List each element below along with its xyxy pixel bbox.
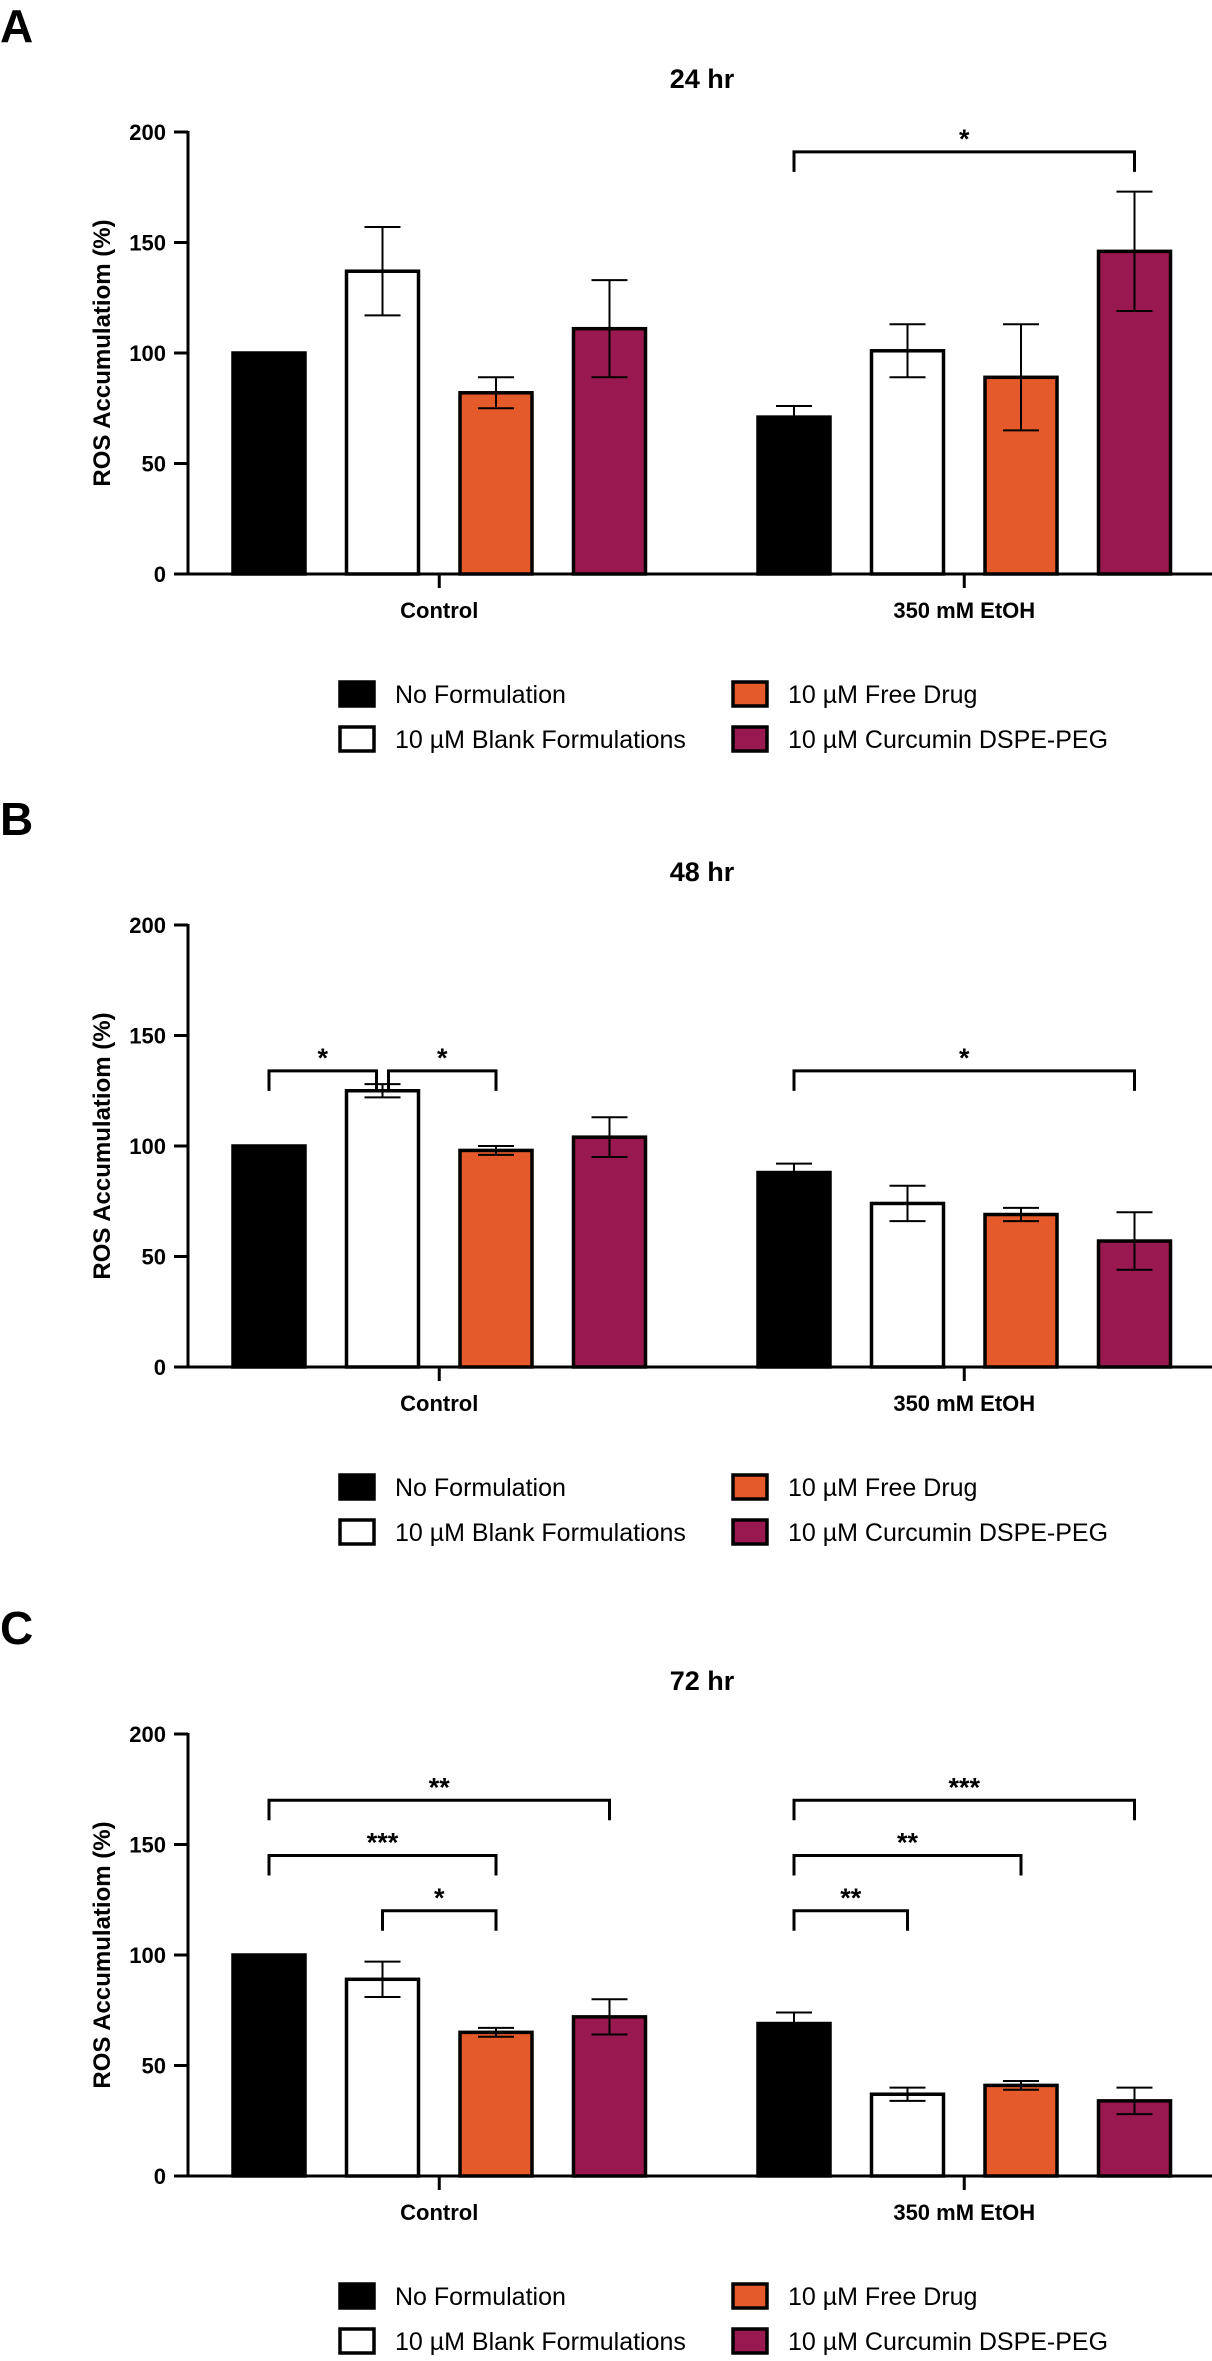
y-tick-label: 50 bbox=[142, 1245, 166, 1270]
significance-label: *** bbox=[367, 1828, 399, 1858]
bar bbox=[344, 1089, 421, 1369]
y-axis-title: ROS Accumulatiom (%) bbox=[89, 1821, 116, 2088]
y-tick-label: 0 bbox=[154, 2164, 166, 2189]
bar bbox=[458, 1148, 534, 1369]
significance-label: * bbox=[437, 1043, 448, 1073]
significance-label: * bbox=[434, 1883, 445, 1913]
y-tick-label: 200 bbox=[129, 120, 166, 145]
significance-label: * bbox=[317, 1043, 328, 1073]
y-tick-label: 100 bbox=[129, 341, 166, 366]
legend-label: No Formulation bbox=[395, 681, 566, 709]
y-tick-label: 0 bbox=[154, 1355, 166, 1380]
significance-label: ** bbox=[840, 1883, 862, 1913]
y-tick-label: 50 bbox=[142, 452, 166, 477]
significance-bracket bbox=[387, 1069, 498, 1091]
bar bbox=[231, 1953, 307, 2178]
category-label: 350 mM EtOH bbox=[893, 1391, 1035, 1416]
significance-bracket bbox=[381, 1909, 498, 1931]
y-axis-title: ROS Accumulatiom (%) bbox=[89, 1012, 116, 1279]
legend-swatch bbox=[338, 2282, 376, 2310]
legend-label: 10 µM Free Drug bbox=[788, 1474, 977, 1502]
bar bbox=[869, 349, 946, 576]
legend-swatch bbox=[731, 2327, 769, 2355]
bar bbox=[571, 1135, 648, 1369]
legend-label: 10 µM Blank Formulations bbox=[395, 726, 686, 754]
legend-swatch bbox=[731, 2282, 769, 2310]
category-label: Control bbox=[400, 598, 478, 623]
bar bbox=[571, 2015, 648, 2178]
bar bbox=[231, 1144, 307, 1369]
y-tick-label: 0 bbox=[154, 562, 166, 587]
significance-bracket bbox=[267, 1069, 378, 1091]
legend-label: No Formulation bbox=[395, 1474, 566, 1502]
category-label: 350 mM EtOH bbox=[893, 598, 1035, 623]
bar bbox=[756, 2021, 832, 2178]
significance-label: ** bbox=[897, 1828, 919, 1858]
legend-label: 10 µM Blank Formulations bbox=[395, 1519, 686, 1547]
y-tick-label: 200 bbox=[129, 1722, 166, 1747]
legend-swatch bbox=[338, 1518, 376, 1546]
category-label: 350 mM EtOH bbox=[893, 2200, 1035, 2225]
chart-title: 72 hr bbox=[670, 1666, 735, 1696]
y-axis-title: ROS Accumulatiom (%) bbox=[89, 219, 116, 486]
legend-swatch bbox=[338, 1473, 376, 1501]
chart-title: 24 hr bbox=[670, 64, 735, 94]
significance-bracket bbox=[792, 1854, 1023, 1876]
significance-bracket bbox=[792, 1909, 909, 1931]
legend-swatch bbox=[338, 2327, 376, 2355]
legend-label: No Formulation bbox=[395, 2283, 566, 2311]
bar bbox=[756, 1170, 832, 1369]
significance-bracket bbox=[792, 1798, 1136, 1821]
panel-b: B 48 hr ROS Accumulatiom (%) 0 50 100 150 200 Co… bbox=[0, 793, 1212, 1547]
legend-label: 10 µM Free Drug bbox=[788, 2283, 977, 2311]
legend-swatch bbox=[731, 1518, 769, 1546]
legend-swatch bbox=[731, 725, 769, 753]
chart-title: 48 hr bbox=[670, 857, 735, 887]
legend-swatch bbox=[338, 680, 376, 708]
legend-label: 10 µM Curcumin DSPE-PEG bbox=[788, 2328, 1108, 2356]
legend-label: 10 µM Curcumin DSPE-PEG bbox=[788, 1519, 1108, 1547]
significance-bracket bbox=[267, 1854, 498, 1876]
bar bbox=[869, 2092, 946, 2178]
bar bbox=[344, 269, 421, 576]
significance-bracket bbox=[267, 1798, 611, 1821]
legend-swatch bbox=[731, 1473, 769, 1501]
bar bbox=[231, 351, 307, 576]
legend-swatch bbox=[338, 725, 376, 753]
panel-c: C 72 hr ROS Accumulatiom (%) 0 50 100 150 200 Co… bbox=[0, 1602, 1212, 2356]
bar bbox=[756, 415, 832, 576]
y-tick-label: 150 bbox=[129, 1833, 166, 1858]
bar bbox=[458, 391, 534, 576]
legend-swatch bbox=[731, 680, 769, 708]
y-tick-label: 50 bbox=[142, 2054, 166, 2079]
panel-letter: A bbox=[0, 0, 33, 52]
significance-label: * bbox=[959, 124, 970, 154]
bar bbox=[983, 1212, 1059, 1369]
bar bbox=[869, 1201, 946, 1369]
significance-bracket bbox=[792, 150, 1136, 172]
legend-label: 10 µM Free Drug bbox=[788, 681, 977, 709]
panel-a: A 24 hr ROS Accumulatiom (%) 0 50 100 150 200 Co… bbox=[0, 0, 1212, 754]
legend-label: 10 µM Blank Formulations bbox=[395, 2328, 686, 2356]
y-tick-label: 200 bbox=[129, 913, 166, 938]
bar bbox=[458, 2030, 534, 2178]
y-tick-label: 150 bbox=[129, 231, 166, 256]
significance-label: * bbox=[959, 1043, 970, 1073]
y-tick-label: 100 bbox=[129, 1943, 166, 1968]
panel-letter: C bbox=[0, 1602, 33, 1654]
bar bbox=[344, 1977, 421, 2178]
legend-label: 10 µM Curcumin DSPE-PEG bbox=[788, 726, 1108, 754]
bar bbox=[983, 2083, 1059, 2178]
significance-label: *** bbox=[948, 1772, 980, 1802]
significance-bracket bbox=[792, 1069, 1136, 1091]
category-label: Control bbox=[400, 1391, 478, 1416]
panel-letter: B bbox=[0, 793, 33, 845]
y-tick-label: 100 bbox=[129, 1134, 166, 1159]
category-label: Control bbox=[400, 2200, 478, 2225]
significance-label: ** bbox=[429, 1772, 451, 1802]
y-tick-label: 150 bbox=[129, 1024, 166, 1049]
